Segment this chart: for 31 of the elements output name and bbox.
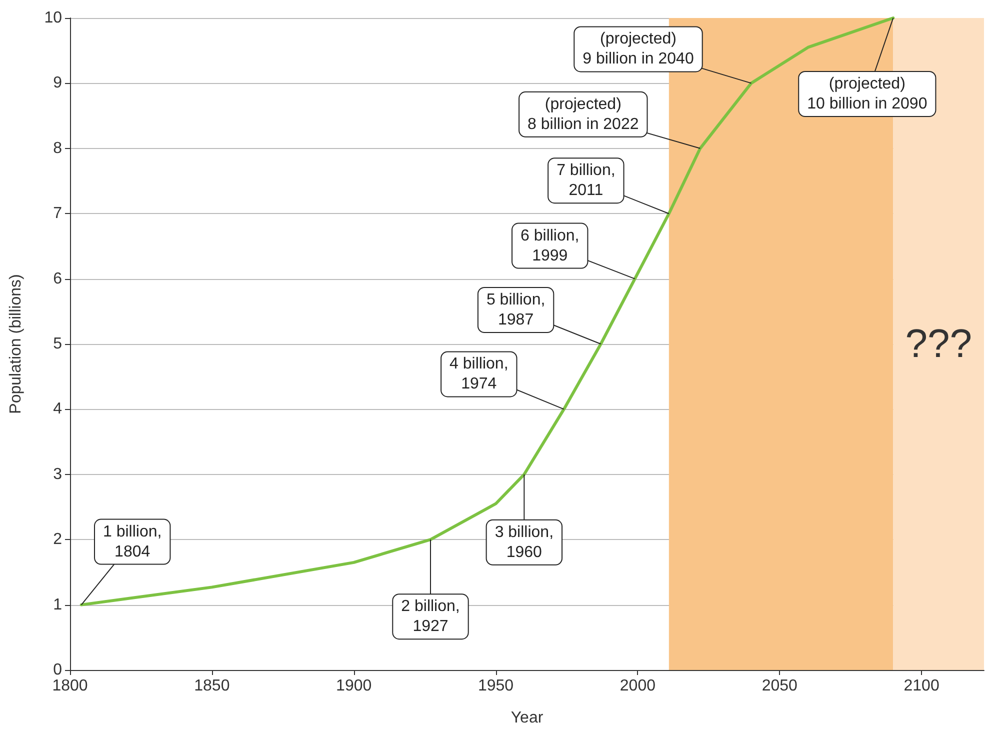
y-tick-label: 8 bbox=[53, 140, 62, 157]
x-tick-label: 1800 bbox=[52, 678, 88, 694]
x-tick-label: 2000 bbox=[620, 678, 656, 694]
y-tick-label: 3 bbox=[53, 466, 62, 483]
annotation: 1 billion, 1804 bbox=[103, 523, 162, 560]
x-tick-label: 1950 bbox=[478, 678, 514, 694]
annotation: 7 billion, 2011 bbox=[556, 162, 616, 200]
annotation: 5 billion, 1987 bbox=[486, 292, 546, 328]
annotation: (projected) 10 billion in 2090 bbox=[807, 76, 928, 112]
y-tick-label: 5 bbox=[53, 336, 62, 352]
annotation: (projected) 8 billion in 2022 bbox=[528, 96, 639, 133]
annotation: (projected) 9 billion in 2040 bbox=[582, 30, 694, 68]
y-tick-label: 6 bbox=[53, 270, 62, 288]
annotation: 2 billion, 1927 bbox=[401, 598, 460, 636]
y-tick-label: 10 bbox=[44, 10, 62, 26]
annotation: 6 billion, 1999 bbox=[520, 227, 580, 264]
annotation: 4 billion, 1974 bbox=[450, 356, 508, 393]
band-label: ??? bbox=[905, 322, 972, 366]
y-tick-label: 7 bbox=[53, 205, 62, 222]
y-tick-label: 2 bbox=[53, 531, 62, 548]
y-tick-label: 1 bbox=[53, 596, 62, 614]
y-tick-label: 9 bbox=[53, 74, 62, 92]
x-tick-label: 1900 bbox=[336, 678, 372, 694]
x-tick-label: 2100 bbox=[904, 678, 940, 694]
y-axis-title: Population (billions) bbox=[8, 274, 24, 414]
x-tick-label: 2050 bbox=[762, 678, 798, 694]
x-axis-title: Year bbox=[510, 710, 544, 726]
y-tick-label: 4 bbox=[53, 400, 62, 418]
x-tick-label: 1850 bbox=[194, 678, 230, 694]
annotation: 3 billion, 1960 bbox=[494, 524, 554, 561]
y-tick-label: 0 bbox=[53, 662, 62, 678]
